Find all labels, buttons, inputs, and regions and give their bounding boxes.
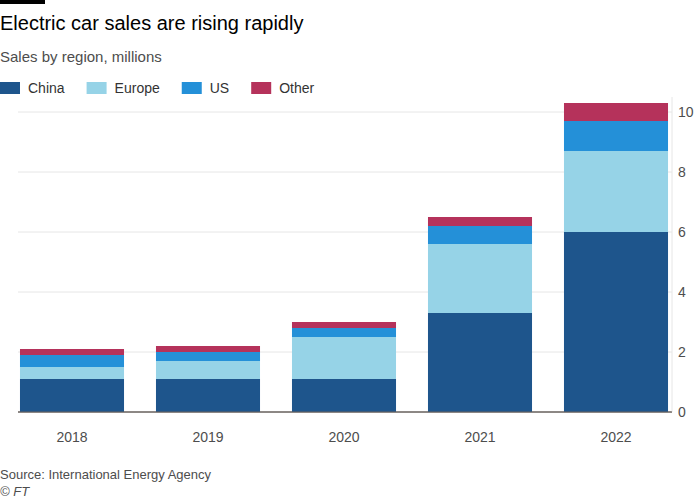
y-tick-label: 4 (678, 284, 686, 300)
x-tick-label: 2022 (600, 429, 631, 445)
bar-segment (564, 103, 668, 121)
legend-swatch (182, 82, 202, 94)
y-tick-label: 0 (678, 404, 686, 420)
x-tick-label: 2021 (464, 429, 495, 445)
legend-swatch (251, 82, 271, 94)
x-tick-label: 2018 (56, 429, 87, 445)
y-tick-label: 8 (678, 164, 686, 180)
legend-swatch (87, 82, 107, 94)
y-axis-line (672, 97, 673, 412)
bar-segment (428, 313, 532, 412)
legend-label: Other (279, 80, 314, 96)
bar-segment (428, 244, 532, 313)
bar-segment (20, 349, 124, 355)
legend-swatch (0, 82, 20, 94)
bar-segment (292, 322, 396, 328)
bar-segment (20, 367, 124, 379)
x-tick-label: 2019 (192, 429, 223, 445)
bar-segment (564, 232, 668, 412)
x-tick-label: 2020 (328, 429, 359, 445)
y-tick-label: 2 (678, 344, 686, 360)
legend: China Europe US Other (0, 80, 315, 96)
bar-segment (20, 355, 124, 367)
bar-segment (564, 121, 668, 151)
baseline (18, 412, 672, 413)
bars (20, 103, 668, 412)
legend-label: China (28, 80, 65, 96)
chart: Electric car sales are rising rapidly Sal… (0, 0, 700, 500)
bar-segment (292, 328, 396, 337)
bar-segment (428, 226, 532, 244)
y-tick-label: 10 (678, 104, 694, 120)
bar-segment (156, 361, 260, 379)
bar-segment (156, 379, 260, 412)
legend-label: US (210, 80, 229, 96)
y-tick-label: 6 (678, 224, 686, 240)
credit: © FT (0, 484, 30, 499)
brand-bar (0, 0, 45, 4)
bar-segment (156, 352, 260, 361)
legend-label: Europe (115, 80, 160, 96)
source: Source: International Energy Agency (0, 467, 212, 482)
bar-segment (156, 346, 260, 352)
subtitle: Sales by region, millions (0, 48, 162, 65)
bar-segment (428, 217, 532, 226)
grid-line (18, 412, 672, 413)
bar-segment (20, 379, 124, 412)
bar-segment (292, 337, 396, 379)
bar-segment (292, 379, 396, 412)
bar-segment (564, 151, 668, 232)
title: Electric car sales are rising rapidly (0, 12, 303, 34)
